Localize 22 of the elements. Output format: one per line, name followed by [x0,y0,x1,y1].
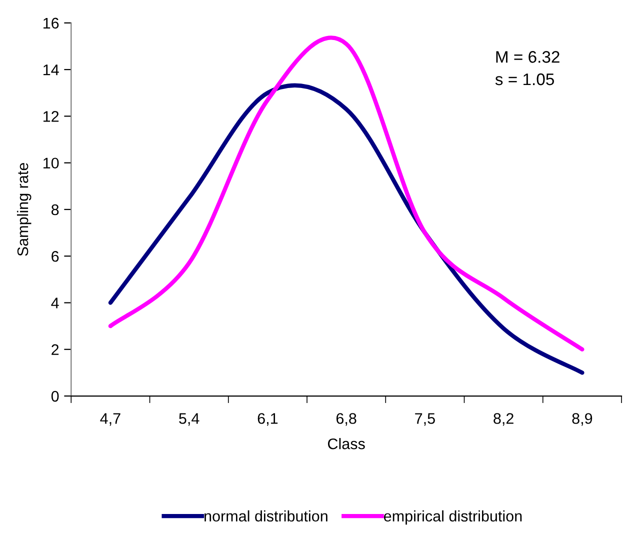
x-tick-label: 6,8 [336,413,356,426]
legend-label: empirical distribution [384,510,522,525]
annotation: s = 1.05 [495,73,554,86]
x-tick-label: 7,5 [415,413,435,426]
y-axis-title: Sampling rate [16,163,32,256]
legend-label: normal distribution [204,510,328,522]
y-tick-label: 0 [51,390,59,402]
x-axis-title: Class [328,438,365,450]
y-tick-label: 2 [52,344,59,355]
y-tick-label: 12 [44,111,59,122]
y-tick-label: 6 [52,250,59,262]
x-tick-label: 8,2 [494,413,514,426]
y-tick-label: 10 [44,158,59,169]
y-tick-label: 8 [52,204,59,216]
y-tick-label: 4 [51,298,59,308]
y-tick-label: 14 [44,64,59,76]
y-tick-label: 16 [44,18,59,29]
x-tick-label: 8,9 [572,413,592,426]
annotation: M = 6.32 [496,51,560,63]
x-tick-label: 4,7 [100,413,120,426]
x-tick-label: 6,1 [258,413,278,426]
x-tick-label: 5,4 [179,413,200,426]
